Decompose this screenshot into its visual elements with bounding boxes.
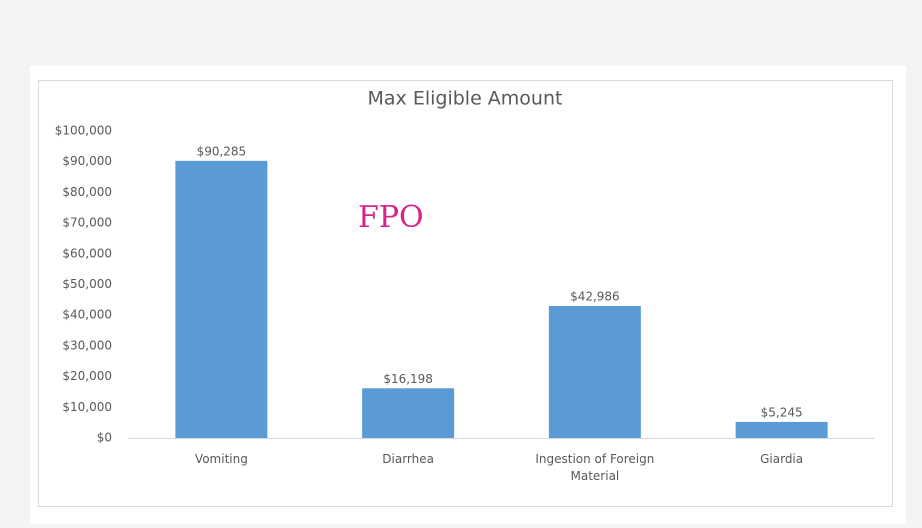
x-tick-label-box: Giardia — [760, 452, 804, 466]
y-tick-label: $70,000 — [62, 216, 112, 230]
y-tick-label: $60,000 — [62, 246, 112, 260]
y-tick-label: $90,000 — [62, 154, 112, 168]
x-tick-label: Vomiting — [194, 452, 248, 466]
y-tick-label: $50,000 — [62, 277, 112, 291]
y-tick-label: $0 — [97, 431, 112, 445]
y-tick-label: $40,000 — [62, 308, 112, 322]
x-tick-label-box: Ingestion of Foreign Material — [535, 452, 655, 483]
bar — [735, 421, 828, 438]
x-tick-label: Diarrhea — [382, 452, 434, 466]
x-tick-label: Ingestion of Foreign Material — [535, 452, 655, 483]
bar — [548, 306, 641, 438]
y-tick-label: $80,000 — [62, 185, 112, 199]
chart-title: Max Eligible Amount — [368, 88, 563, 110]
data-label: $90,285 — [197, 144, 247, 158]
data-label: $16,198 — [383, 372, 433, 386]
x-tick-label-box: Diarrhea — [382, 452, 434, 466]
x-tick-label-box: Vomiting — [194, 452, 248, 466]
data-label: $5,245 — [761, 405, 803, 419]
y-tick-label: $100,000 — [55, 124, 112, 138]
y-tick-label: $30,000 — [62, 338, 112, 352]
chart-border — [38, 80, 893, 507]
data-label: $42,986 — [570, 290, 620, 304]
y-tick-label: $10,000 — [62, 400, 112, 414]
x-tick-label: Giardia — [760, 452, 804, 466]
annotation: FPO — [358, 200, 424, 235]
y-tick-label: $20,000 — [62, 369, 112, 383]
bar — [362, 388, 455, 438]
bar — [175, 160, 268, 438]
